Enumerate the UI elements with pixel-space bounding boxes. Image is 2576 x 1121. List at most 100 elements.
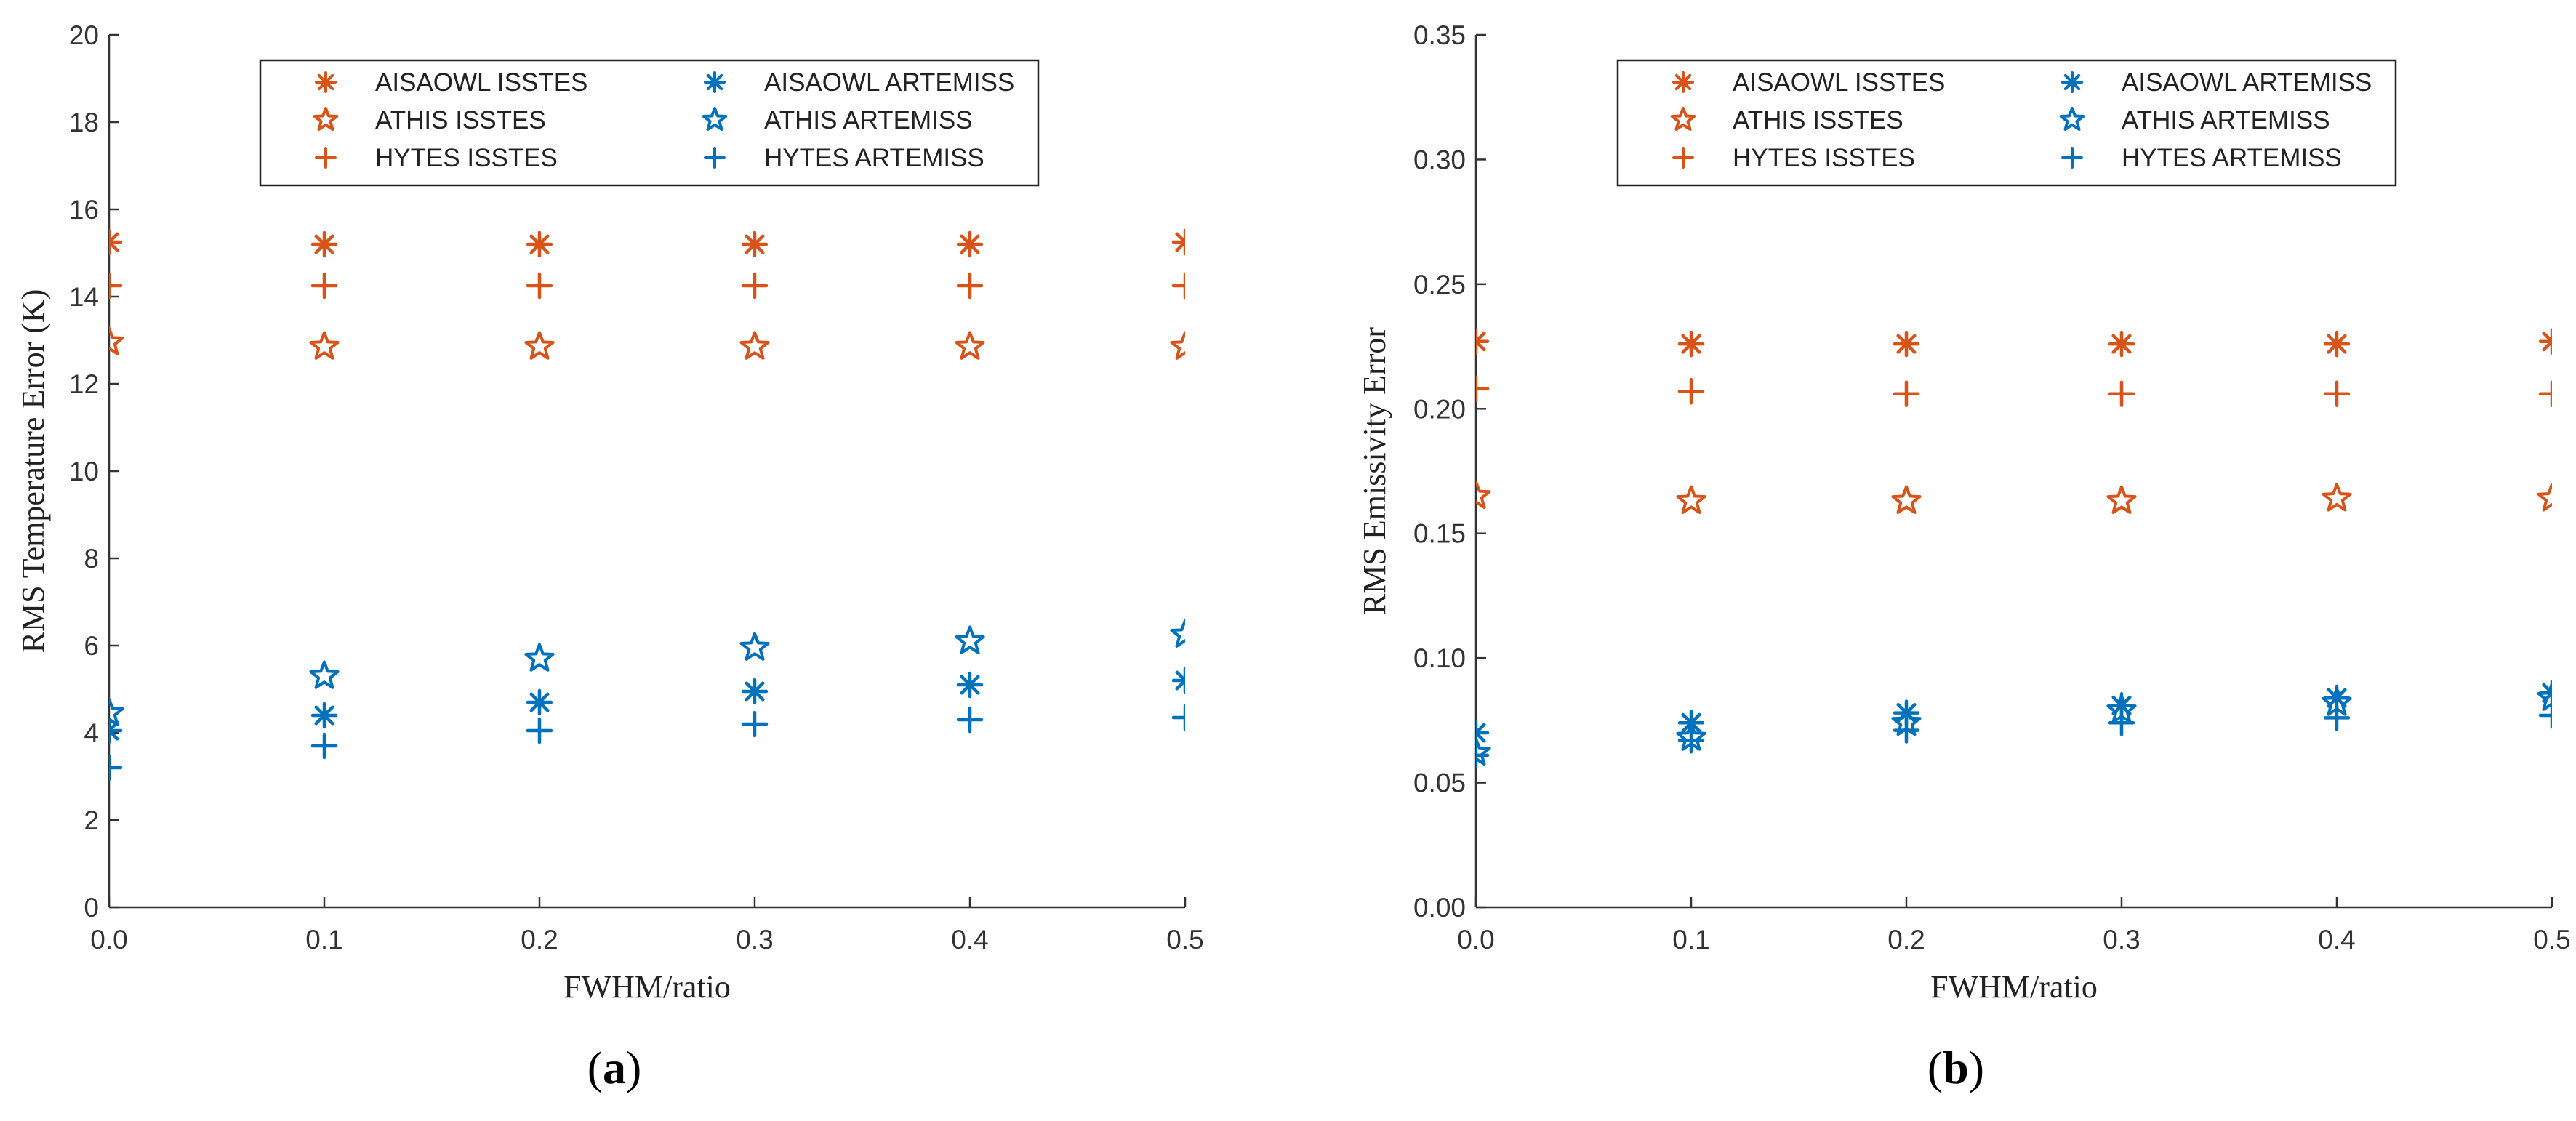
data-point	[2538, 328, 2552, 355]
data-point	[741, 710, 769, 738]
data-marks	[1476, 328, 2552, 769]
data-point	[310, 702, 338, 729]
legend-label: HYTES ARTEMISS	[2122, 144, 2342, 172]
data-point	[955, 331, 985, 360]
data-point	[741, 230, 769, 258]
data-point	[1476, 736, 1491, 766]
legend-label: ATHIS ISSTES	[1733, 106, 1903, 134]
y-tick-label: 0.00	[1413, 893, 1466, 923]
y-tick-label: 6	[84, 631, 99, 661]
legend-marker	[2061, 71, 2083, 93]
data-point	[1170, 619, 1185, 648]
data-point	[109, 272, 123, 300]
y-tick-label: 0.05	[1413, 768, 1466, 798]
y-tick-label: 18	[69, 108, 99, 137]
y-tick-label: 12	[69, 369, 99, 399]
legend-marker	[313, 106, 339, 131]
legend-label: HYTES ISSTES	[1733, 144, 1915, 172]
data-marks	[109, 228, 1185, 782]
panel-caption: (a)	[587, 1042, 642, 1093]
series-aisaowl-artemiss	[1476, 679, 2552, 747]
data-point	[309, 660, 340, 689]
y-tick-label: 0.25	[1413, 270, 1466, 300]
x-tick-label: 0.0	[1457, 925, 1494, 955]
chart-panel-a: RMS Temperature Error (K) FWHM/ratio 0 2 4…	[15, 20, 1204, 1093]
x-tick-label: 0.1	[305, 925, 342, 955]
data-point	[2322, 483, 2352, 512]
x-axis-label: FWHM/ratio	[563, 969, 731, 1005]
data-point	[2323, 380, 2351, 407]
data-point	[526, 230, 553, 258]
x-tick-label: 0.0	[90, 925, 127, 955]
panel-caption-letter: b	[1943, 1042, 1969, 1093]
data-point	[2108, 710, 2135, 736]
x-tick-label: 0.5	[1166, 925, 1203, 955]
y-tick-label: 2	[84, 805, 99, 835]
data-point	[2538, 702, 2552, 729]
y-tick-label: 0	[84, 893, 99, 923]
legend-marker	[702, 106, 728, 131]
legend-marker	[2061, 147, 2083, 169]
legend-label: AISAOWL ARTEMISS	[764, 68, 1014, 97]
legend-label: HYTES ISSTES	[375, 144, 558, 172]
series-athis-isstes	[1476, 480, 2552, 514]
data-point	[739, 331, 770, 360]
y-tick-label: 20	[69, 20, 99, 50]
y-tick-label: 10	[69, 457, 99, 486]
data-point	[310, 272, 338, 300]
legend: AISAOWL ISSTES ATHIS ISSTES HYTES ISSTES AI…	[259, 59, 1040, 187]
data-point	[109, 697, 124, 726]
y-axis-label: RMS Temperature Error (K)	[15, 289, 51, 654]
axes: 0 2 4 6 8 10 12 14 16 18 20 0.0 0.1 0.2 0.3 0.4 0.5	[69, 20, 1204, 955]
data-point	[956, 706, 984, 734]
series-athis-artemiss	[1476, 682, 2552, 766]
legend-marker	[704, 71, 726, 93]
data-point	[1171, 704, 1185, 731]
data-point	[956, 230, 984, 258]
data-point	[1893, 330, 1920, 358]
x-axis-label: FWHM/ratio	[1930, 969, 2098, 1005]
series-hytes-artemiss	[109, 704, 1185, 782]
data-point	[1677, 330, 1705, 358]
data-point	[2108, 380, 2135, 407]
x-tick-label: 0.3	[2103, 925, 2140, 955]
data-point	[524, 643, 555, 672]
y-tick-label: 4	[84, 718, 99, 748]
data-point	[956, 671, 984, 699]
data-point	[1476, 742, 1490, 769]
data-point	[1171, 667, 1185, 694]
data-point	[526, 688, 553, 716]
data-point	[2106, 485, 2137, 514]
axes: 0.00 0.05 0.10 0.15 0.20 0.25 0.30 0.35 0.0 0.1 0.…	[1413, 20, 2571, 955]
legend-marker	[2059, 106, 2085, 131]
data-point	[2537, 682, 2552, 711]
data-point	[2108, 330, 2135, 358]
legend-label: AISAOWL ISSTES	[375, 68, 587, 97]
data-point	[1893, 717, 1920, 744]
panel-caption: (b)	[1927, 1042, 1984, 1093]
data-point	[1677, 727, 1705, 754]
legend-marker	[1672, 147, 1694, 169]
y-axis-label: RMS Emissivity Error	[1357, 327, 1392, 615]
legend: AISAOWL ISSTES ATHIS ISSTES HYTES ISSTES AI…	[1616, 59, 2397, 187]
data-point	[524, 331, 555, 360]
data-point	[109, 326, 124, 355]
series-hytes-artemiss	[1476, 702, 2552, 769]
x-tick-label: 0.3	[736, 925, 773, 955]
data-point	[955, 625, 985, 654]
data-point	[309, 331, 340, 360]
data-point	[2538, 380, 2552, 407]
y-tick-label: 8	[84, 544, 99, 574]
y-tick-label: 14	[69, 282, 99, 312]
data-point	[1476, 328, 1490, 355]
y-tick-label: 0.20	[1413, 394, 1466, 424]
y-tick-label: 16	[69, 195, 99, 225]
y-tick-label: 0.35	[1413, 20, 1466, 50]
legend-marker	[1670, 106, 1696, 131]
y-tick-label: 0.15	[1413, 519, 1466, 549]
x-tick-label: 0.4	[951, 925, 988, 955]
x-tick-label: 0.2	[1887, 925, 1925, 955]
y-tick-label: 0.30	[1413, 145, 1466, 174]
legend-marker	[315, 71, 337, 93]
